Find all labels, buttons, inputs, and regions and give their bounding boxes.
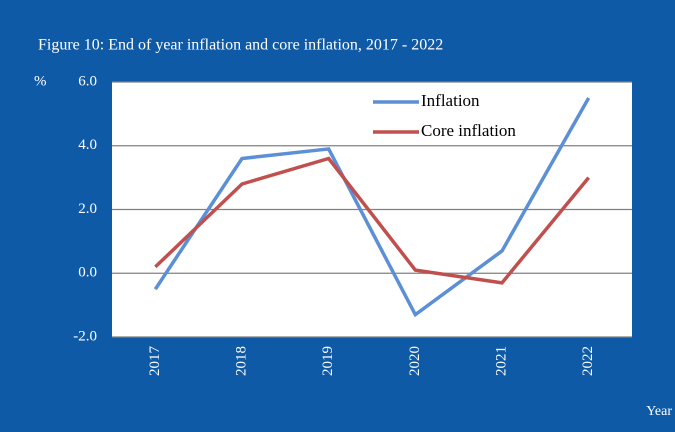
x-tick-label: 2018	[233, 346, 249, 376]
legend-label: Inflation	[421, 91, 480, 110]
x-tick-label: 2019	[320, 346, 336, 376]
y-tick-label: 4.0	[78, 137, 97, 153]
chart-title: Figure 10: End of year inflation and cor…	[38, 37, 443, 54]
y-tick-label: 6.0	[78, 73, 97, 89]
line-series	[153, 97, 591, 318]
legend-label: Core inflation	[421, 121, 516, 140]
y-axis-label: %	[34, 73, 47, 89]
x-tick-label: 2020	[407, 346, 423, 376]
x-axis-label: Year	[646, 404, 672, 419]
y-tick-label: 0.0	[78, 265, 97, 281]
y-tick-label: 2.0	[78, 201, 97, 217]
line-series	[154, 156, 591, 285]
x-tick-label: 2017	[147, 346, 163, 377]
x-tick-label: 2021	[493, 346, 509, 376]
x-tick-label: 2022	[580, 346, 596, 376]
y-tick-label: -2.0	[73, 328, 97, 344]
